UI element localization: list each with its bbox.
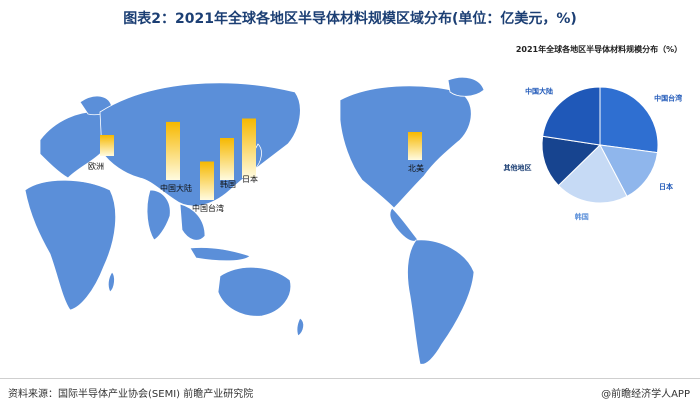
- pie-slice-3: [541, 135, 602, 187]
- bar-2: [200, 161, 214, 200]
- pie-label-0: 中国台湾: [654, 94, 682, 103]
- footer-divider: [0, 378, 700, 379]
- source-note: 资料来源：国际半导体产业协会(SEMI) 前瞻产业研究院: [8, 389, 254, 400]
- bar-label-2: 中国台湾: [192, 203, 224, 213]
- pie-label-4: 中国大陆: [525, 86, 553, 95]
- brand-label: @前瞻经济学人APP: [601, 389, 690, 400]
- bar-0: [100, 135, 114, 156]
- bar-label-3: 韩国: [220, 179, 236, 189]
- bar-5: [408, 132, 422, 160]
- pie-label-3: 其他地区: [503, 163, 531, 172]
- bar-4: [242, 118, 256, 178]
- pie-label-1: 日本: [659, 182, 673, 191]
- pie-label-2: 韩国: [575, 212, 589, 221]
- bar-1: [166, 121, 180, 180]
- chart-title: 图表2：2021年全球各地区半导体材料规模区域分布(单位：亿美元，%): [123, 11, 577, 27]
- bar-label-0: 欧洲: [88, 161, 104, 171]
- pie-slice-2: [557, 144, 628, 204]
- pie-slice-4: [542, 86, 601, 146]
- pie-title: 2021年全球各地区半导体材料规模分布（%）: [515, 45, 683, 54]
- region-bars: [100, 118, 422, 200]
- map-land: [24, 76, 485, 365]
- bar-label-1: 中国大陆: [160, 183, 192, 193]
- bar-label-4: 日本: [242, 174, 258, 184]
- pie-slice-1: [599, 144, 659, 198]
- pie-slice-0: [599, 86, 659, 154]
- bar-3: [220, 138, 234, 180]
- bar-label-5: 北美: [408, 163, 424, 173]
